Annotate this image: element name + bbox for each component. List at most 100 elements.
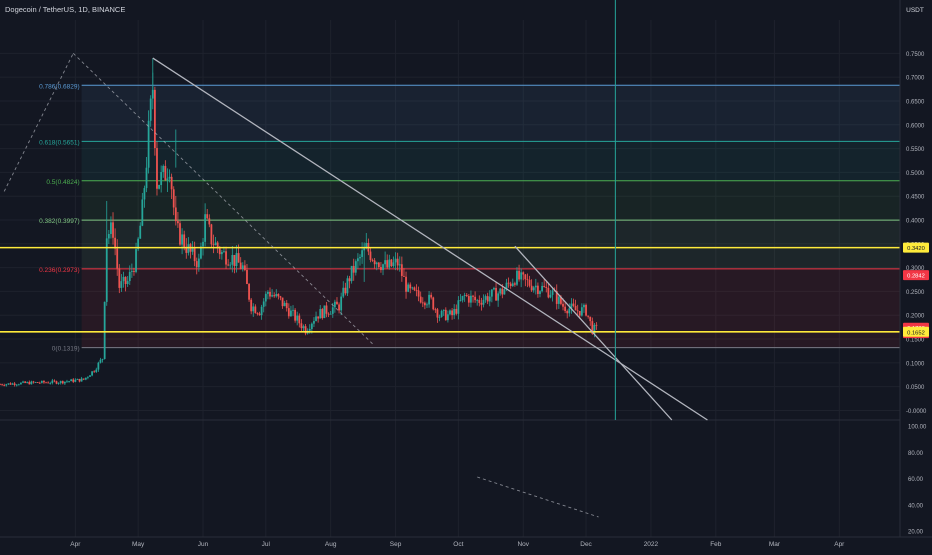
candle[interactable]	[204, 203, 207, 247]
candle[interactable]	[499, 287, 502, 296]
candle[interactable]	[9, 382, 12, 385]
candle[interactable]	[428, 291, 430, 308]
candle[interactable]	[476, 298, 479, 306]
candle[interactable]	[283, 300, 286, 307]
candle[interactable]	[405, 271, 407, 299]
candle[interactable]	[493, 286, 495, 291]
candle[interactable]	[321, 307, 324, 320]
candle[interactable]	[302, 324, 305, 332]
candle[interactable]	[524, 274, 527, 287]
candle[interactable]	[227, 259, 230, 267]
candle[interactable]	[34, 381, 37, 383]
candle[interactable]	[474, 291, 477, 303]
candle[interactable]	[13, 381, 16, 387]
candle[interactable]	[432, 296, 435, 311]
candle[interactable]	[342, 281, 345, 299]
candle[interactable]	[365, 233, 368, 250]
candle[interactable]	[1, 383, 3, 386]
candle[interactable]	[229, 262, 232, 270]
candle[interactable]	[585, 303, 587, 317]
candle[interactable]	[97, 361, 100, 372]
candle[interactable]	[329, 310, 332, 315]
candle[interactable]	[0, 383, 1, 386]
candle[interactable]	[438, 314, 441, 322]
candle[interactable]	[419, 291, 422, 304]
candle[interactable]	[333, 299, 336, 313]
candle[interactable]	[409, 282, 412, 294]
candle[interactable]	[430, 292, 433, 300]
candle[interactable]	[258, 311, 261, 316]
candle[interactable]	[143, 185, 146, 208]
candle[interactable]	[103, 301, 106, 360]
candle[interactable]	[185, 238, 188, 259]
candle[interactable]	[70, 378, 73, 382]
candle[interactable]	[89, 375, 91, 377]
trendline[interactable]	[3, 53, 74, 192]
candle[interactable]	[220, 249, 223, 260]
candle[interactable]	[20, 382, 22, 385]
candle[interactable]	[545, 280, 548, 293]
candle[interactable]	[158, 184, 160, 190]
candle[interactable]	[325, 301, 328, 318]
candle[interactable]	[124, 276, 127, 292]
candle[interactable]	[5, 383, 8, 387]
trendline[interactable]	[514, 245, 673, 421]
candle[interactable]	[66, 379, 68, 383]
candle[interactable]	[116, 239, 119, 276]
candle[interactable]	[256, 312, 259, 316]
candle[interactable]	[172, 186, 175, 216]
candle[interactable]	[133, 267, 135, 276]
candle[interactable]	[197, 253, 200, 272]
candle[interactable]	[350, 265, 353, 284]
candle[interactable]	[80, 376, 83, 382]
candle[interactable]	[95, 367, 98, 373]
candle[interactable]	[392, 256, 395, 268]
candle[interactable]	[537, 282, 539, 298]
candle[interactable]	[49, 381, 52, 385]
candle[interactable]	[32, 380, 35, 384]
candle[interactable]	[273, 292, 276, 298]
candle[interactable]	[338, 302, 340, 314]
candle[interactable]	[555, 284, 558, 310]
candle[interactable]	[346, 275, 349, 297]
fib-retracement[interactable]: 0.786(0.6829) 0.618(0.5651) 0.5(0.4824) 0.3…	[39, 83, 900, 353]
candle[interactable]	[260, 304, 263, 320]
candle[interactable]	[267, 290, 269, 300]
candle[interactable]	[30, 380, 33, 385]
candle[interactable]	[357, 253, 359, 269]
candle[interactable]	[520, 268, 523, 288]
candle[interactable]	[543, 278, 546, 288]
candle[interactable]	[539, 290, 541, 298]
candle[interactable]	[470, 290, 472, 308]
candle[interactable]	[453, 304, 456, 320]
candle[interactable]	[377, 261, 380, 269]
candle[interactable]	[375, 261, 378, 271]
candle[interactable]	[570, 298, 573, 314]
candle[interactable]	[112, 212, 114, 245]
candle[interactable]	[421, 297, 424, 308]
candle[interactable]	[53, 379, 56, 383]
candle[interactable]	[248, 283, 250, 302]
candle[interactable]	[317, 316, 320, 323]
candle[interactable]	[243, 260, 246, 272]
candle[interactable]	[304, 323, 307, 336]
candle[interactable]	[361, 242, 363, 264]
candle[interactable]	[40, 380, 43, 384]
candle[interactable]	[455, 304, 458, 316]
candle[interactable]	[61, 380, 64, 385]
candle[interactable]	[296, 311, 299, 326]
candle[interactable]	[451, 307, 453, 320]
candle[interactable]	[511, 278, 514, 288]
candle[interactable]	[371, 258, 374, 262]
candle[interactable]	[444, 307, 447, 321]
candle[interactable]	[36, 382, 39, 383]
candle[interactable]	[78, 378, 81, 383]
candle[interactable]	[541, 282, 543, 293]
candle[interactable]	[45, 381, 47, 384]
candle[interactable]	[323, 305, 326, 319]
candle[interactable]	[74, 378, 77, 383]
candle[interactable]	[55, 380, 58, 385]
candle[interactable]	[43, 380, 45, 384]
candle[interactable]	[486, 292, 489, 305]
